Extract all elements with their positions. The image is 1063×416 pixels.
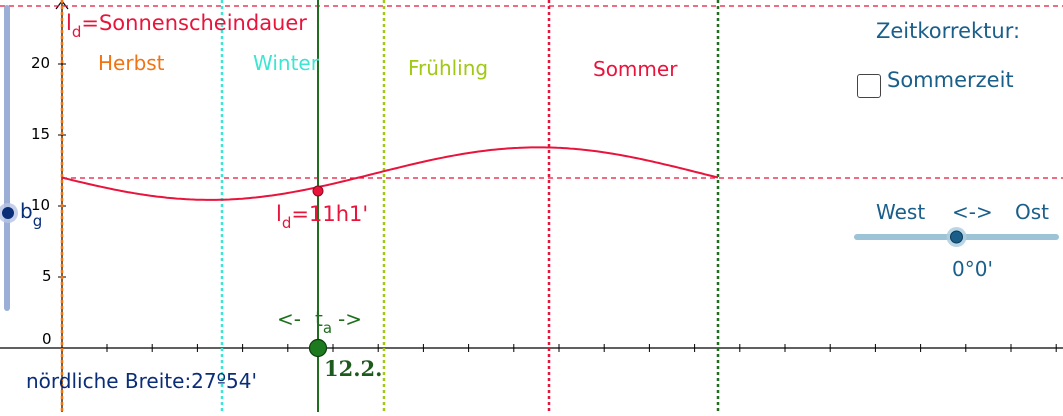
graph-title: ld=Sonnenscheindauer [66, 11, 307, 41]
latitude-slider-knob-icon[interactable] [2, 207, 14, 219]
latitude-slider-label: bg [20, 199, 42, 230]
y-tick-label: 15 [31, 125, 51, 143]
slider-arrows-label: <-> [952, 200, 993, 224]
date-label: 12.2. [324, 356, 382, 381]
slider-east-label: Ost [1015, 200, 1049, 224]
season-winter-label: Winter [253, 51, 320, 75]
time-slider-label: <- ta -> [277, 307, 362, 337]
current-daylight-label: ld=11h1' [276, 202, 368, 232]
season-autumn-label: Herbst [98, 51, 165, 75]
y-tick-label: 10 [31, 196, 51, 214]
time-correction-value: 0°0' [952, 257, 993, 281]
y-tick-label: 0 [42, 330, 52, 348]
latitude-label: nördliche Breite:27º54' [26, 369, 257, 393]
y-tick-label: 20 [31, 54, 51, 72]
y-tick-label: 5 [42, 267, 52, 285]
checkbox-icon[interactable] [857, 74, 881, 98]
time-correction-title: Zeitkorrektur: [876, 19, 1021, 43]
slider-knob-icon[interactable] [950, 230, 963, 244]
x-axis-ticks [106, 344, 1057, 352]
season-summer-label: Sommer [593, 57, 678, 81]
dst-checkbox-label[interactable]: Sommerzeit [887, 68, 1014, 92]
time-slider-point-icon[interactable] [308, 338, 328, 358]
daylight-curve [61, 146, 719, 201]
season-spring-label: Frühling [408, 56, 488, 80]
slider-west-label: West [876, 200, 925, 224]
point-icon[interactable] [312, 185, 324, 197]
